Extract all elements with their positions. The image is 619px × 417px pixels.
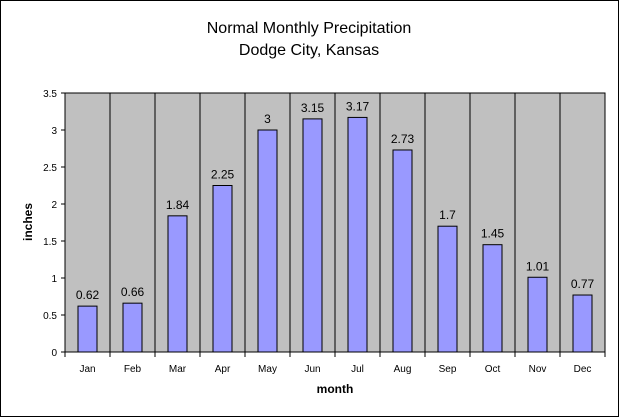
x-tick-label-oct: Oct xyxy=(485,364,501,375)
chart-title-line-2: Dodge City, Kansas xyxy=(239,42,379,59)
y-tick-label: 1 xyxy=(51,274,57,285)
y-tick-label: 0 xyxy=(51,348,57,359)
bar-oct xyxy=(482,244,503,353)
x-tick-label-nov: Nov xyxy=(529,364,547,375)
bar-sep xyxy=(437,225,458,353)
data-label-jan: 0.62 xyxy=(76,288,100,302)
chart-title-line-1: Normal Monthly Precipitation xyxy=(207,20,412,37)
data-label-jul: 3.17 xyxy=(346,99,370,113)
x-axis-title: month xyxy=(317,382,354,396)
data-label-mar: 1.84 xyxy=(166,198,190,212)
category-grid xyxy=(109,93,561,352)
data-label-feb: 0.66 xyxy=(121,285,145,299)
bar-dec xyxy=(572,294,593,353)
x-tick-label-mar: Mar xyxy=(169,364,187,375)
bar-jul xyxy=(347,116,368,353)
x-tick-label-aug: Aug xyxy=(394,364,412,375)
data-label-sep: 1.7 xyxy=(439,208,456,222)
data-label-jun: 3.15 xyxy=(301,101,325,115)
x-tick-label-jan: Jan xyxy=(79,364,95,375)
x-tick-label-jul: Jul xyxy=(351,364,364,375)
bar-jun xyxy=(302,118,323,353)
data-label-nov: 1.01 xyxy=(526,259,550,273)
y-tick-label: 3 xyxy=(51,126,57,137)
bar-series xyxy=(77,116,593,353)
data-label-may: 3 xyxy=(264,112,271,126)
data-label-dec: 0.77 xyxy=(571,277,595,291)
x-tick-label-apr: Apr xyxy=(215,364,231,375)
x-tick-label-feb: Feb xyxy=(124,364,142,375)
bar-may xyxy=(257,129,278,353)
bar-nov xyxy=(527,276,548,353)
data-label-apr: 2.25 xyxy=(211,168,235,182)
bar-apr xyxy=(212,185,233,353)
bar-feb xyxy=(122,302,143,353)
y-tick-label: 2 xyxy=(51,200,57,211)
x-axis-ticks: Jan Feb Mar Apr May Jun Jul Aug Sep Oct Nov Dec xyxy=(64,352,606,375)
y-tick-label: 2.5 xyxy=(43,163,57,174)
data-label-aug: 2.73 xyxy=(391,132,415,146)
bar-aug xyxy=(392,149,413,353)
y-tick-label: 1.5 xyxy=(43,237,57,248)
data-labels: 0.62 0.66 1.84 2.25 3 3.15 3.17 2.73 1.7 1.45 1.01… xyxy=(76,99,595,302)
x-tick-label-may: May xyxy=(258,364,277,375)
y-tick-label: 3.5 xyxy=(43,89,57,100)
y-tick-label: 0.5 xyxy=(43,311,57,322)
x-tick-label-jun: Jun xyxy=(304,364,320,375)
y-axis-ticks: 0 0.5 1 1.5 2 2.5 3 3.5 xyxy=(43,89,65,359)
data-label-oct: 1.45 xyxy=(481,227,505,241)
bar-jan xyxy=(77,305,98,353)
bar-mar xyxy=(167,215,188,353)
x-tick-label-dec: Dec xyxy=(574,364,592,375)
y-axis-title: inches xyxy=(21,203,35,241)
x-tick-label-sep: Sep xyxy=(439,364,457,375)
